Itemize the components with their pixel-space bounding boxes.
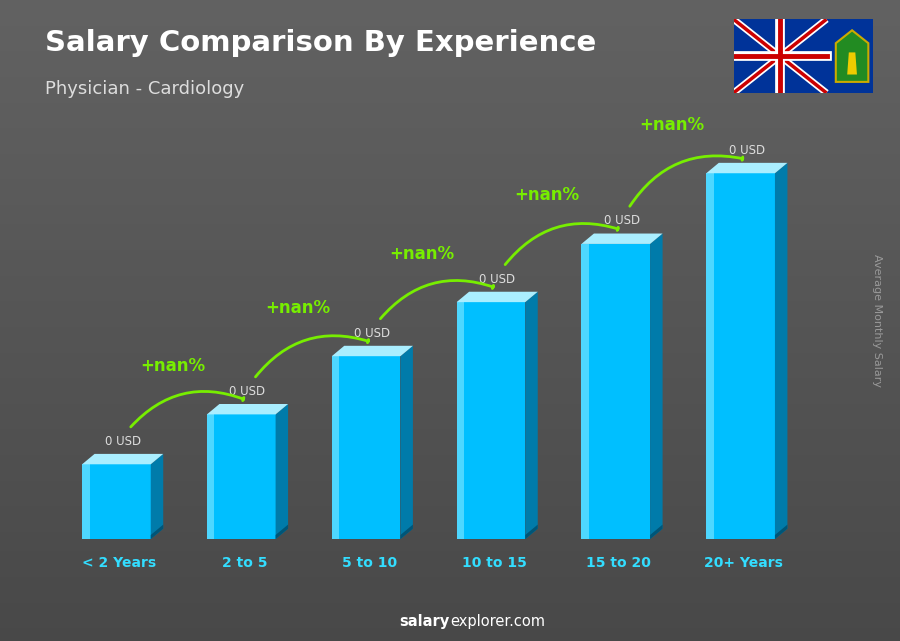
Text: 0 USD: 0 USD bbox=[104, 435, 140, 447]
Text: 0 USD: 0 USD bbox=[230, 385, 266, 398]
Text: 0 USD: 0 USD bbox=[729, 144, 765, 156]
Polygon shape bbox=[275, 404, 288, 539]
Text: Salary Comparison By Experience: Salary Comparison By Experience bbox=[45, 29, 596, 57]
Polygon shape bbox=[82, 454, 163, 464]
Text: Physician - Cardiology: Physician - Cardiology bbox=[45, 80, 244, 98]
Text: Average Monthly Salary: Average Monthly Salary bbox=[872, 254, 883, 387]
Polygon shape bbox=[706, 163, 788, 173]
Polygon shape bbox=[650, 524, 662, 539]
Polygon shape bbox=[207, 414, 214, 539]
Text: 15 to 20: 15 to 20 bbox=[587, 556, 652, 570]
Polygon shape bbox=[581, 244, 650, 539]
Polygon shape bbox=[82, 464, 90, 539]
Polygon shape bbox=[581, 233, 662, 244]
Polygon shape bbox=[456, 302, 464, 539]
Text: 2 to 5: 2 to 5 bbox=[221, 556, 267, 570]
Polygon shape bbox=[151, 454, 163, 539]
Polygon shape bbox=[275, 524, 288, 539]
Polygon shape bbox=[207, 414, 275, 539]
Polygon shape bbox=[456, 302, 526, 539]
Polygon shape bbox=[526, 292, 537, 539]
Text: explorer.com: explorer.com bbox=[450, 615, 545, 629]
Polygon shape bbox=[332, 356, 339, 539]
Polygon shape bbox=[332, 356, 400, 539]
Polygon shape bbox=[836, 30, 868, 82]
Polygon shape bbox=[151, 524, 163, 539]
Text: +nan%: +nan% bbox=[140, 357, 205, 375]
Polygon shape bbox=[207, 404, 288, 414]
Text: 0 USD: 0 USD bbox=[355, 326, 391, 340]
Polygon shape bbox=[775, 524, 788, 539]
Polygon shape bbox=[650, 233, 662, 539]
Text: 0 USD: 0 USD bbox=[479, 272, 515, 285]
Text: +nan%: +nan% bbox=[265, 299, 330, 317]
Polygon shape bbox=[581, 244, 589, 539]
Text: 0 USD: 0 USD bbox=[604, 214, 640, 228]
Text: +nan%: +nan% bbox=[515, 187, 580, 204]
Polygon shape bbox=[456, 292, 537, 302]
Polygon shape bbox=[847, 53, 857, 74]
Polygon shape bbox=[82, 464, 151, 539]
Polygon shape bbox=[706, 173, 714, 539]
Polygon shape bbox=[526, 524, 537, 539]
Polygon shape bbox=[400, 524, 413, 539]
Text: < 2 Years: < 2 Years bbox=[83, 556, 157, 570]
Polygon shape bbox=[734, 19, 873, 93]
Text: +nan%: +nan% bbox=[390, 245, 454, 263]
Text: 5 to 10: 5 to 10 bbox=[342, 556, 397, 570]
Text: salary: salary bbox=[400, 615, 450, 629]
Text: 10 to 15: 10 to 15 bbox=[462, 556, 526, 570]
Text: +nan%: +nan% bbox=[639, 116, 705, 134]
Polygon shape bbox=[706, 173, 775, 539]
Polygon shape bbox=[332, 345, 413, 356]
Polygon shape bbox=[775, 163, 788, 539]
Text: 20+ Years: 20+ Years bbox=[705, 556, 783, 570]
Polygon shape bbox=[400, 345, 413, 539]
